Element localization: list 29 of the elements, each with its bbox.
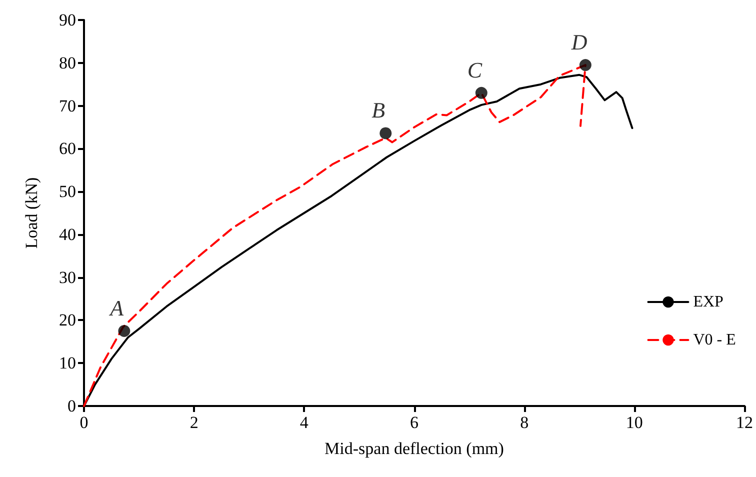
x-tick-label: 12 xyxy=(736,413,753,432)
point xyxy=(380,127,392,140)
y-tick-label: 90 xyxy=(59,10,76,30)
y-tick-label: 0 xyxy=(68,396,76,416)
y-tick-label: 50 xyxy=(59,182,76,202)
x-tick-label: 6 xyxy=(410,413,418,432)
annotation: B xyxy=(372,98,386,123)
y-tick-label: 20 xyxy=(59,310,76,330)
x-axis-title: Mid-span deflection (mm) xyxy=(324,439,504,458)
y-tick-label: 10 xyxy=(59,354,76,373)
point xyxy=(118,324,130,337)
x-tick-label: 4 xyxy=(300,413,309,432)
legend-label: EXP xyxy=(693,293,724,310)
y-tick-label: 30 xyxy=(59,268,76,287)
x-tick-label: 2 xyxy=(190,413,198,432)
point xyxy=(475,86,488,99)
annotation: A xyxy=(108,295,124,320)
annotation: C xyxy=(467,57,482,82)
y-tick-label: 60 xyxy=(59,139,76,158)
y-tick-label: 40 xyxy=(59,224,76,244)
y-tick-label: 80 xyxy=(59,53,76,72)
annotation: D xyxy=(570,30,588,55)
point xyxy=(579,59,592,72)
x-tick-label: 10 xyxy=(626,413,643,432)
y-axis-title: Load (kN) xyxy=(22,177,41,249)
y-tick-label: 70 xyxy=(59,96,76,116)
x-tick-label: 0 xyxy=(80,413,88,432)
x-tick-label: 8 xyxy=(520,413,529,432)
legend-label: V0 - E xyxy=(693,331,736,348)
